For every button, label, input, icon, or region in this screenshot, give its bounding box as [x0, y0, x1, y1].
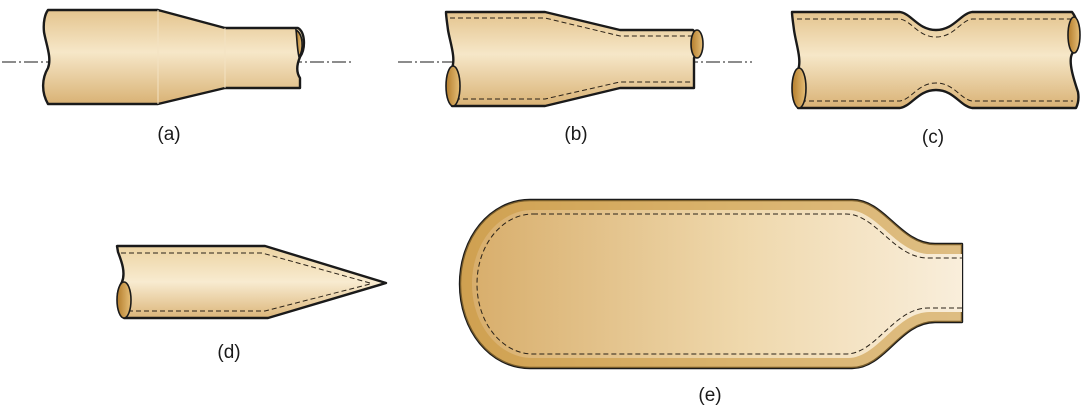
panel-a-right-end-icon: [295, 28, 303, 60]
panel-c-tube: [790, 10, 1081, 110]
panel-b-label: (b): [564, 124, 587, 145]
panel-a-label: (a): [157, 124, 180, 145]
panel-b-left-end-icon: [445, 65, 461, 107]
panel-b-wall-top: [450, 17, 692, 37]
panel-c-wall-bottom: [801, 82, 1073, 102]
panel-e-inner-cavity: [472, 210, 962, 358]
panel-c-right-end-icon: [1067, 16, 1081, 54]
panel-d-tube: [115, 244, 388, 320]
panel-b-body: [444, 10, 700, 108]
panel-b-tube: [398, 10, 752, 108]
panel-e-vessel: [458, 198, 964, 370]
panel-e-inner-line: [476, 213, 962, 355]
panel-d-body: [115, 244, 388, 320]
panel-d-wall-bottom: [128, 283, 371, 312]
panel-d-wall-top: [121, 252, 371, 284]
panel-c-wall-top: [797, 18, 1072, 38]
panel-c-body: [790, 10, 1080, 110]
panel-d-end-icon: [116, 281, 132, 319]
panel-b-right-end-icon: [690, 29, 704, 59]
panel-a-body: [41, 8, 306, 106]
panel-c-label: (c): [922, 127, 944, 148]
panel-c-left-end-icon: [791, 67, 807, 109]
panel-b-wall-bottom: [455, 81, 694, 100]
panel-a-rod: [2, 8, 352, 106]
panel-e-label: (e): [698, 385, 721, 406]
panel-d-label: (d): [217, 342, 240, 363]
